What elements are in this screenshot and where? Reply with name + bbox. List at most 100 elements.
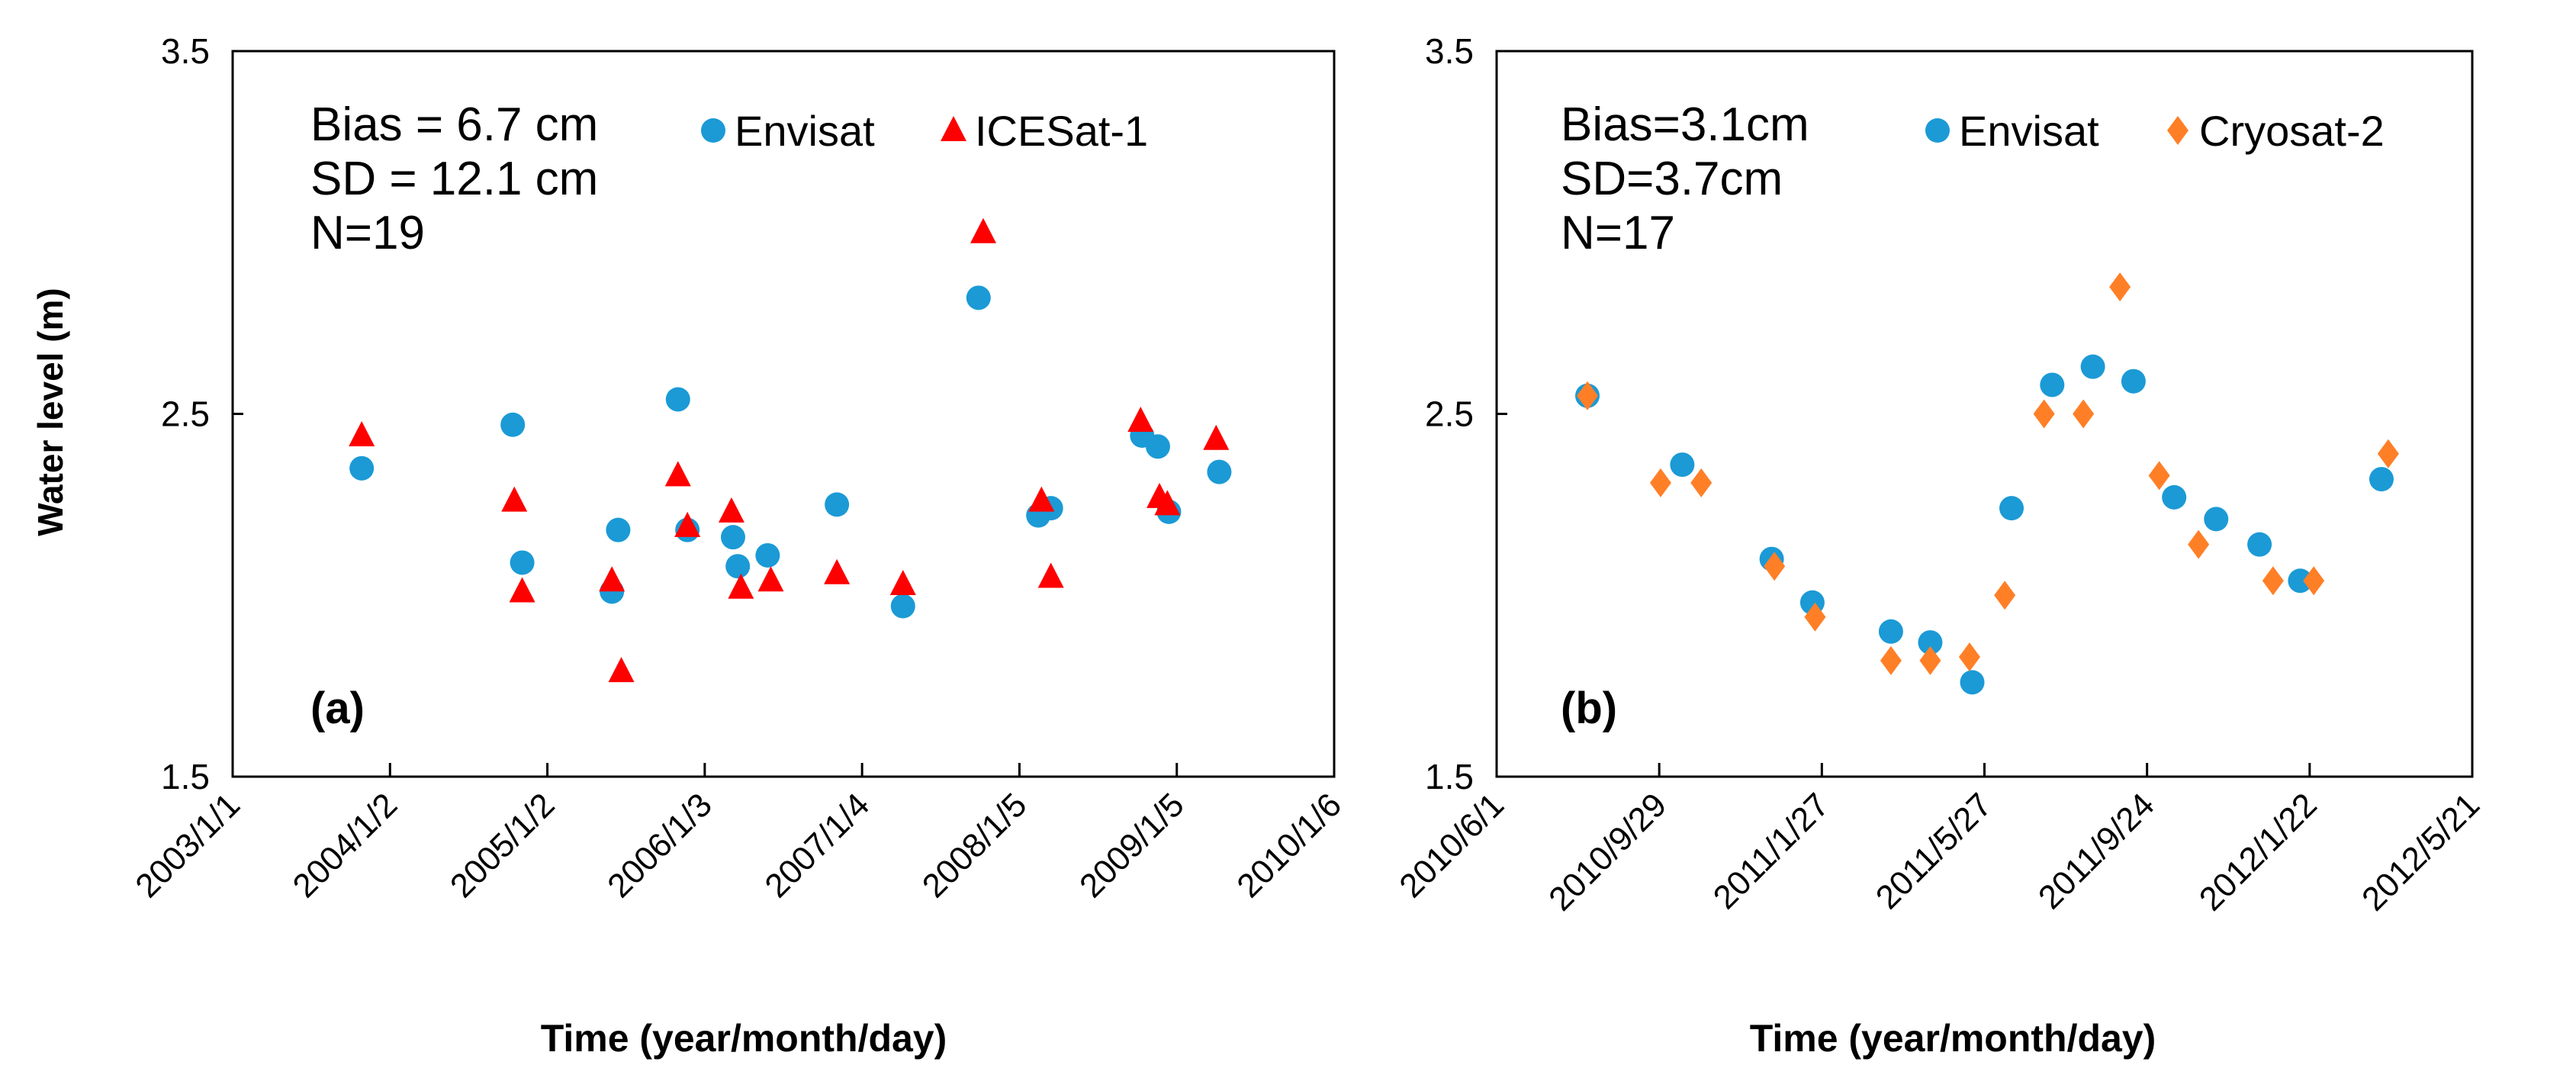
- x-tick-label: 2011/1/27: [1706, 786, 1837, 916]
- data-point-triangle: [970, 217, 996, 243]
- data-point-circle: [720, 525, 745, 550]
- data-point-triangle: [824, 558, 851, 584]
- data-point-diamond: [1690, 468, 1713, 497]
- x-tick-label: 2012/5/21: [2355, 786, 2487, 918]
- data-point-triangle: [1127, 407, 1154, 433]
- data-point-diamond: [1994, 581, 2016, 610]
- data-point-triangle: [1028, 486, 1055, 512]
- legend-entry: Cryosat-2: [2167, 107, 2385, 155]
- data-point-diamond: [1880, 645, 1902, 675]
- data-point-circle: [2162, 484, 2187, 510]
- legend-entry: ICESat-1: [941, 107, 1148, 155]
- data-point-circle: [2369, 467, 2394, 492]
- stats-annotation: N=19: [310, 207, 425, 259]
- x-tick-label: 2005/1/2: [443, 786, 562, 905]
- data-point-circle: [1145, 434, 1170, 459]
- y-axis-title: Water level (m): [31, 288, 70, 536]
- legend-label: Cryosat-2: [2199, 107, 2385, 155]
- x-tick-label: 2004/1/2: [286, 786, 405, 905]
- data-point-diamond: [1958, 642, 1980, 672]
- stats-annotation: SD = 12.1 cm: [310, 153, 598, 205]
- data-point-diamond: [2148, 461, 2170, 491]
- x-tick-label: 2011/5/27: [1869, 786, 1999, 916]
- data-point-triangle: [728, 573, 754, 599]
- x-tick-label: 2006/1/3: [600, 786, 719, 905]
- data-point-triangle: [664, 461, 691, 487]
- data-point-circle: [606, 517, 631, 542]
- legend-entry: Envisat: [1925, 107, 2099, 155]
- x-tick-label: 2007/1/4: [757, 786, 876, 905]
- stats-annotation: N=17: [1561, 207, 1675, 259]
- data-point-circle: [1878, 619, 1903, 644]
- data-point-circle: [825, 492, 850, 517]
- series-cryosat-2: [1577, 272, 2399, 675]
- data-point-triangle: [1037, 562, 1064, 588]
- data-point-circle: [2040, 372, 2065, 397]
- x-tick-label: 2008/1/5: [915, 786, 1034, 905]
- x-axis-title: Time (year/month/day): [1750, 1017, 2156, 1060]
- data-point-diamond: [1919, 645, 1941, 675]
- data-point-diamond: [2262, 566, 2284, 596]
- data-point-circle: [500, 412, 526, 437]
- data-point-triangle: [599, 566, 626, 592]
- data-point-triangle: [349, 421, 375, 447]
- legend-marker-triangle: [941, 116, 966, 141]
- panel-label: (b): [1561, 684, 1617, 733]
- data-point-triangle: [1203, 424, 1230, 450]
- legend-label: Envisat: [735, 107, 875, 155]
- data-point-circle: [890, 594, 915, 619]
- y-tick-label: 2.5: [161, 394, 210, 434]
- data-point-circle: [2080, 354, 2105, 379]
- data-point-triangle: [608, 657, 635, 683]
- data-point-diamond: [1764, 552, 1786, 581]
- y-tick-label: 1.5: [161, 757, 210, 796]
- data-point-diamond: [2188, 529, 2210, 559]
- x-axis-title: Time (year/month/day): [541, 1017, 947, 1060]
- panel-label: (a): [310, 684, 365, 733]
- legend-marker-diamond: [2167, 116, 2188, 145]
- data-point-circle: [349, 455, 375, 481]
- data-point-circle: [2121, 368, 2146, 394]
- data-point-diamond: [1804, 602, 1826, 632]
- x-tick-label: 2011/9/24: [2031, 786, 2162, 916]
- data-point-circle: [665, 387, 690, 412]
- x-tick-label: 2010/9/29: [1542, 786, 1674, 918]
- chart-panel-a: 1.5 2.5 3.5 2003/1/1 2004/1/2 2005/1/2 2006/1/…: [128, 31, 1349, 1060]
- data-point-circle: [755, 542, 780, 568]
- x-tick-label: 2012/1/22: [2192, 786, 2324, 918]
- data-point-diamond: [2303, 566, 2325, 596]
- data-point-circle: [510, 550, 535, 575]
- data-point-circle: [2204, 507, 2229, 532]
- data-point-circle: [1999, 496, 2024, 521]
- data-point-diamond: [2033, 399, 2055, 429]
- data-point-diamond: [1577, 381, 1599, 410]
- data-point-triangle: [757, 566, 784, 592]
- series-icesat-1: [349, 217, 1230, 683]
- legend-entry: Envisat: [701, 107, 875, 155]
- legend-label: Envisat: [1959, 107, 2099, 155]
- y-tick-label: 1.5: [1425, 757, 1474, 796]
- data-point-circle: [2247, 532, 2272, 557]
- data-point-triangle: [674, 511, 701, 537]
- y-tick-label: 2.5: [1425, 394, 1474, 434]
- data-point-triangle: [718, 497, 744, 523]
- data-point-circle: [1670, 452, 1695, 478]
- data-point-circle: [966, 285, 991, 311]
- legend-marker-circle: [701, 118, 725, 143]
- x-tick-label: 2003/1/1: [128, 786, 247, 905]
- data-point-circle: [725, 554, 751, 579]
- x-tick-label: 2009/1/5: [1073, 786, 1192, 905]
- data-point-circle: [1960, 670, 1985, 695]
- data-point-circle: [2288, 568, 2313, 594]
- stats-annotation: Bias = 6.7 cm: [310, 98, 598, 151]
- series-envisat: [1575, 354, 2394, 695]
- series-envisat: [349, 285, 1232, 619]
- x-tick-label: 2010/1/6: [1230, 786, 1349, 905]
- data-point-diamond: [2377, 439, 2399, 468]
- y-tick-label: 3.5: [1425, 31, 1474, 71]
- legend-marker-circle: [1925, 118, 1950, 143]
- data-point-triangle: [889, 569, 916, 595]
- stats-annotation: SD=3.7cm: [1561, 153, 1783, 205]
